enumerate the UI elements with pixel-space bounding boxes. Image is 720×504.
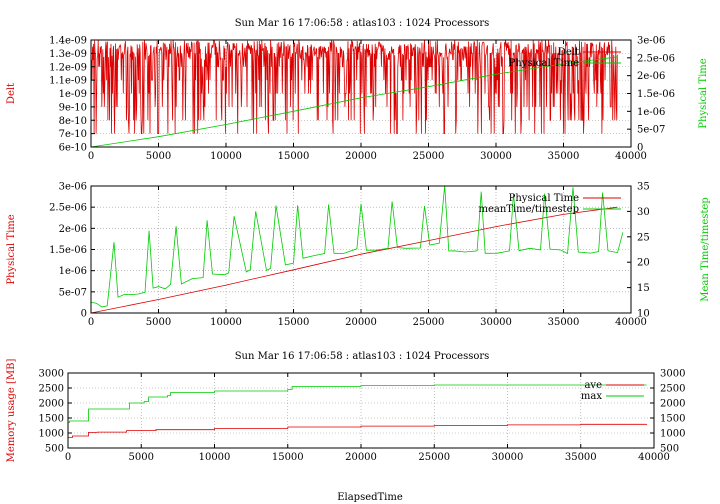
legend-label-delt: Delt (558, 47, 579, 58)
y-tick-label: 1.3e-09 (49, 49, 87, 60)
x-tick-label: 25000 (413, 151, 445, 162)
y2-tick-label: 1e-06 (637, 107, 665, 118)
x-tick-label: 35000 (548, 151, 580, 162)
x-tick-label: 30000 (480, 151, 512, 162)
x-tick-label: 15000 (272, 452, 304, 463)
x-tick-label: 10000 (210, 151, 242, 162)
y2-tick-label: 35 (637, 182, 650, 193)
y2-tick-label: 2e-06 (637, 71, 665, 82)
x-tick-label: 20000 (345, 317, 377, 328)
series-line-physical-time (90, 56, 618, 148)
y-tick-label: 1500 (39, 414, 64, 425)
y2-tick-label: 2000 (660, 399, 685, 410)
y-tick-label: 8e-10 (59, 116, 87, 127)
x-tick-label: 25000 (413, 317, 445, 328)
y-tick-label: 3e-06 (59, 182, 87, 193)
bottom-title: Sun Mar 16 17:06:58 : atlas103 : 1024 Pr… (235, 351, 490, 362)
y-tick-label: 6e-10 (59, 143, 87, 154)
y2-tick-label: 5e-07 (637, 125, 665, 136)
legend-label-physical-time: Physical Time (509, 193, 579, 204)
x-tick-label: 15000 (278, 151, 310, 162)
y2-tick-label: 1500 (660, 414, 685, 425)
x-tick-label: 15000 (278, 317, 310, 328)
y-tick-label: 2000 (39, 399, 64, 410)
x-tick-label: 20000 (345, 452, 377, 463)
x-tick-label: 30000 (480, 317, 512, 328)
y2-tick-label: 500 (660, 444, 679, 455)
x-tick-label: 0 (88, 317, 94, 328)
y2-tick-label: 0 (637, 143, 643, 154)
y-tick-label: 1e-09 (59, 89, 87, 100)
y-axis-title: Physical Time (6, 214, 17, 284)
series-line-physical-time (90, 206, 618, 314)
grid (91, 186, 631, 313)
legend-label-ave: ave (584, 380, 602, 391)
y-tick-label: 2.5e-06 (49, 203, 87, 214)
y2-axis-title: Mean Time/timestep (700, 197, 711, 301)
y2-tick-label: 20 (637, 258, 650, 269)
x-tick-label: 5000 (146, 151, 171, 162)
series-line-ave (68, 423, 648, 438)
y2-tick-label: 30 (637, 207, 650, 218)
y-tick-label: 7e-10 (59, 129, 87, 140)
series-line-max (68, 384, 647, 423)
x-tick-label: 0 (65, 452, 71, 463)
x-tick-label: 10000 (210, 317, 242, 328)
x-tick-label: 30000 (492, 452, 524, 463)
grid (68, 373, 654, 448)
y-axis-title: Memory usage [MB] (6, 359, 17, 463)
x-tick-label: 20000 (345, 151, 377, 162)
y-tick-label: 3000 (39, 369, 64, 380)
chart-panel-2: 0 5000 10000 15000 20000 25000 30000 35000 40000… (6, 182, 711, 329)
y2-tick-label: 10 (637, 309, 650, 320)
x-tick-label: 0 (88, 151, 94, 162)
y-tick-label: 500 (45, 444, 64, 455)
top-title: Sun Mar 16 17:06:58 : atlas103 : 1024 Pr… (235, 18, 490, 29)
y2-tick-label: 25 (637, 232, 650, 243)
x-tick-label: 40000 (615, 151, 647, 162)
y-tick-label: 1.4e-09 (49, 36, 87, 47)
bottom-x-axis-title: ElapsedTime (337, 492, 403, 503)
y2-tick-label: 1.5e-06 (637, 89, 675, 100)
y-axis-title: Delt (6, 83, 17, 104)
y-tick-label: 1.5e-06 (49, 245, 87, 256)
legend-label-physical-time: Physical Time (509, 58, 579, 69)
y-tick-label: 2500 (39, 384, 64, 395)
y-tick-label: 9e-10 (59, 102, 87, 113)
y2-axis-title: Physical Time (698, 58, 709, 128)
chart-panel-3: 0 5000 10000 15000 20000 25000 30000 35000 40000… (6, 359, 685, 463)
x-tick-label: 35000 (548, 317, 580, 328)
y2-tick-label: 2500 (660, 384, 685, 395)
series-line-meantime-timestep (90, 185, 624, 308)
chart-panel-1: 0 5000 10000 15000 20000 25000 30000 35000 40000… (6, 36, 709, 163)
y-tick-label: 0 (81, 309, 87, 320)
y-tick-label: 1.1e-09 (49, 76, 87, 87)
x-tick-label: 40000 (638, 452, 670, 463)
y-tick-label: 2e-06 (59, 224, 87, 235)
y-tick-label: 5e-07 (59, 287, 87, 298)
series-line-delt (90, 39, 618, 134)
y2-tick-label: 3e-06 (637, 36, 665, 47)
y-tick-label: 1.2e-09 (49, 62, 87, 73)
x-tick-label: 10000 (199, 452, 231, 463)
y2-tick-label: 3000 (660, 369, 685, 380)
y2-tick-label: 2.5e-06 (637, 53, 675, 64)
y-tick-label: 1000 (39, 429, 64, 440)
x-tick-label: 25000 (418, 452, 450, 463)
x-tick-label: 35000 (565, 452, 597, 463)
legend-label-max: max (581, 391, 602, 402)
legend-label-meantime-timestep: meanTime/timestep (478, 204, 579, 215)
x-tick-label: 5000 (146, 317, 171, 328)
x-tick-label: 40000 (615, 317, 647, 328)
y-tick-label: 1e-06 (59, 266, 87, 277)
y2-tick-label: 1000 (660, 429, 685, 440)
y2-tick-label: 15 (637, 283, 650, 294)
x-tick-label: 5000 (129, 452, 154, 463)
panels: 0 5000 10000 15000 20000 25000 30000 35000 40000… (6, 36, 711, 464)
